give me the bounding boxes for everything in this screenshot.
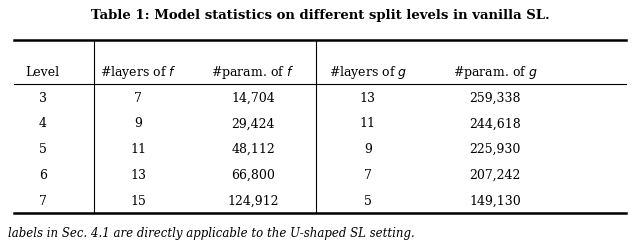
Text: 9: 9 <box>134 117 142 130</box>
Text: 13: 13 <box>131 168 147 181</box>
Text: 225,930: 225,930 <box>470 143 521 155</box>
Text: 244,618: 244,618 <box>469 117 521 130</box>
Text: 5: 5 <box>364 194 372 207</box>
Text: #layers of $g$: #layers of $g$ <box>328 63 407 80</box>
Text: 11: 11 <box>360 117 376 130</box>
Text: 14,704: 14,704 <box>231 91 275 104</box>
Text: 48,112: 48,112 <box>231 143 275 155</box>
Text: 9: 9 <box>364 143 372 155</box>
Text: Level: Level <box>26 65 60 78</box>
Text: 66,800: 66,800 <box>231 168 275 181</box>
Text: 11: 11 <box>131 143 147 155</box>
Text: #param. of $g$: #param. of $g$ <box>453 63 538 80</box>
Text: 7: 7 <box>364 168 372 181</box>
Text: #param. of $f$: #param. of $f$ <box>211 63 294 80</box>
Text: 7: 7 <box>134 91 142 104</box>
Text: 7: 7 <box>39 194 47 207</box>
Text: 3: 3 <box>39 91 47 104</box>
Text: Table 1: Model statistics on different split levels in vanilla SL.: Table 1: Model statistics on different s… <box>91 9 549 22</box>
Text: 15: 15 <box>131 194 147 207</box>
Text: 124,912: 124,912 <box>227 194 279 207</box>
Text: 13: 13 <box>360 91 376 104</box>
Text: 259,338: 259,338 <box>470 91 521 104</box>
Text: 149,130: 149,130 <box>469 194 521 207</box>
Text: 29,424: 29,424 <box>231 117 275 130</box>
Text: labels in Sec. 4.1 are directly applicable to the U-shaped SL setting.: labels in Sec. 4.1 are directly applicab… <box>8 226 415 239</box>
Text: 5: 5 <box>39 143 47 155</box>
Text: #layers of $f$: #layers of $f$ <box>100 63 177 80</box>
Text: 4: 4 <box>39 117 47 130</box>
Text: 207,242: 207,242 <box>470 168 521 181</box>
Text: 6: 6 <box>39 168 47 181</box>
